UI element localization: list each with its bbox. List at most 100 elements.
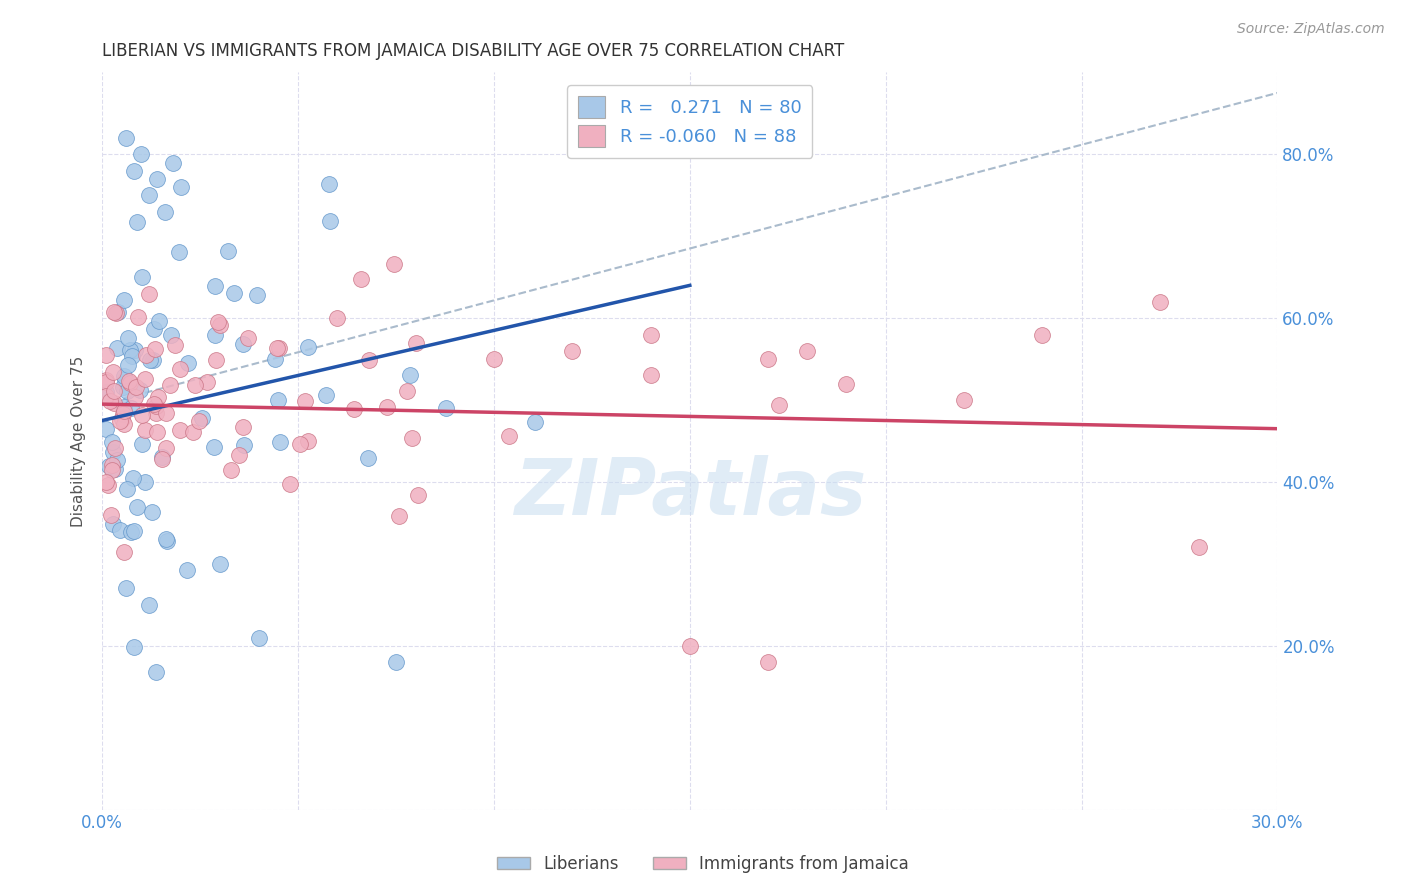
Point: [388, 508, 411, 523]
Point: [146, 425, 169, 440]
Point: [138, 353, 160, 368]
Point: [128, 384, 150, 398]
Point: [146, 172, 169, 186]
Point: [195, 375, 218, 389]
Point: [104, 441, 127, 455]
Point: [134, 371, 156, 385]
Point: [290, 437, 312, 451]
Point: [94, 376, 117, 390]
Point: [148, 314, 170, 328]
Point: [155, 533, 177, 547]
Point: [266, 341, 288, 355]
Text: LIBERIAN VS IMMIGRANTS FROM JAMAICA DISABILITY AGE OVER 75 CORRELATION CHART: LIBERIAN VS IMMIGRANTS FROM JAMAICA DISA…: [103, 42, 845, 60]
Point: [155, 441, 177, 455]
Point: [169, 180, 191, 194]
Point: [169, 423, 191, 437]
Text: Source: ZipAtlas.com: Source: ZipAtlas.com: [1237, 22, 1385, 37]
Point: [94, 373, 117, 387]
Point: [94, 347, 117, 361]
Point: [181, 425, 204, 439]
Point: [145, 665, 167, 679]
Point: [117, 359, 139, 373]
Point: [184, 378, 207, 392]
Legend: R =   0.271   N = 80, R = -0.060   N = 88: R = 0.271 N = 80, R = -0.060 N = 88: [568, 85, 813, 158]
Point: [142, 353, 165, 368]
Point: [247, 631, 270, 645]
Point: [134, 424, 156, 438]
Point: [112, 369, 135, 384]
Point: [122, 163, 145, 178]
Point: [150, 451, 173, 466]
Point: [111, 411, 134, 425]
Point: [101, 458, 124, 472]
Point: [117, 482, 139, 496]
Point: [482, 352, 505, 367]
Point: [188, 414, 211, 428]
Point: [640, 368, 662, 383]
Point: [112, 544, 135, 558]
Point: [112, 293, 135, 307]
Point: [94, 422, 117, 436]
Point: [167, 244, 190, 259]
Point: [101, 463, 124, 477]
Point: [204, 328, 226, 343]
Point: [406, 488, 429, 502]
Point: [103, 396, 125, 410]
Point: [112, 401, 135, 415]
Point: [1149, 294, 1171, 309]
Point: [385, 655, 408, 669]
Point: [375, 400, 398, 414]
Point: [117, 331, 139, 345]
Point: [125, 500, 148, 515]
Point: [524, 415, 547, 429]
Point: [122, 640, 145, 654]
Point: [94, 475, 117, 490]
Point: [679, 639, 702, 653]
Point: [264, 352, 287, 367]
Point: [105, 342, 128, 356]
Point: [318, 177, 340, 191]
Point: [94, 385, 117, 400]
Point: [111, 407, 134, 421]
Point: [100, 508, 122, 523]
Point: [219, 463, 242, 477]
Point: [138, 598, 160, 612]
Point: [103, 304, 125, 318]
Point: [124, 390, 146, 404]
Point: [177, 356, 200, 370]
Point: [108, 414, 131, 428]
Point: [267, 341, 290, 355]
Point: [155, 406, 177, 420]
Point: [1031, 327, 1053, 342]
Point: [768, 399, 790, 413]
Point: [108, 523, 131, 537]
Point: [145, 399, 167, 413]
Point: [315, 388, 337, 402]
Point: [150, 450, 173, 464]
Point: [222, 286, 245, 301]
Point: [103, 384, 125, 399]
Point: [118, 376, 141, 390]
Point: [294, 393, 316, 408]
Point: [114, 131, 136, 145]
Point: [156, 533, 179, 548]
Point: [233, 437, 256, 451]
Point: [131, 437, 153, 451]
Point: [103, 445, 125, 459]
Point: [396, 384, 419, 398]
Point: [105, 306, 128, 320]
Point: [163, 337, 186, 351]
Point: [236, 331, 259, 345]
Point: [319, 214, 342, 228]
Point: [122, 524, 145, 538]
Point: [561, 343, 583, 358]
Point: [114, 582, 136, 596]
Point: [145, 405, 167, 419]
Point: [278, 477, 301, 491]
Point: [121, 349, 143, 363]
Point: [143, 343, 166, 357]
Point: [141, 505, 163, 519]
Point: [131, 269, 153, 284]
Y-axis label: Disability Age Over 75: Disability Age Over 75: [72, 355, 86, 526]
Point: [100, 434, 122, 449]
